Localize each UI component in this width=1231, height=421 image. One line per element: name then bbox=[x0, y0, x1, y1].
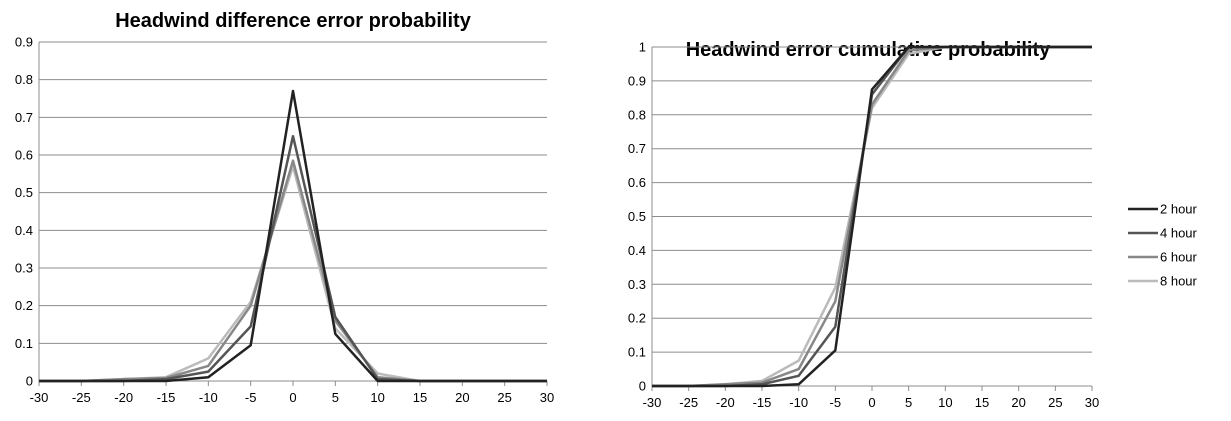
legend-label-8-hour: 8 hour bbox=[1160, 274, 1198, 289]
left-y-tick-label: 0 bbox=[26, 374, 33, 389]
right-x-tick-label: -20 bbox=[716, 395, 735, 410]
left-y-tick-label: 0.8 bbox=[15, 72, 33, 87]
left-x-tick-label: -20 bbox=[114, 390, 133, 405]
right-y-tick-label: 1 bbox=[639, 40, 646, 55]
legend: 2 hour 4 hour 6 hour 8 hour bbox=[1128, 202, 1198, 289]
left-x-tick-label: 5 bbox=[332, 390, 339, 405]
left-x-tick-label: 10 bbox=[370, 390, 384, 405]
right-y-tick-label: 0.4 bbox=[628, 243, 646, 258]
right-x-tick-label: 15 bbox=[975, 395, 989, 410]
right-y-tick-label: 0.5 bbox=[628, 209, 646, 224]
left-x-tick-label: 0 bbox=[289, 390, 296, 405]
left-y-tick-label: 0.3 bbox=[15, 261, 33, 276]
left-y-tick-label: 0.4 bbox=[15, 223, 33, 238]
legend-label-6-hour: 6 hour bbox=[1160, 250, 1198, 265]
right-x-tick-label: 0 bbox=[868, 395, 875, 410]
right-x-tick-label: -15 bbox=[753, 395, 772, 410]
left-series-8-hour bbox=[39, 165, 547, 383]
chart-right: 0 0.1 0.2 0.3 0.4 0.5 0.6 0.7 0.8 0.9 1 -30 -25 -20 -1… bbox=[628, 40, 1099, 411]
left-x-tick-label: -5 bbox=[245, 390, 257, 405]
chart-title-right: Headwind error cumulative probability bbox=[686, 39, 1051, 61]
left-x-tick-label: 25 bbox=[497, 390, 511, 405]
left-y-tick-label: 0.2 bbox=[15, 298, 33, 313]
right-y-tick-label: 0 bbox=[639, 379, 646, 394]
left-series-2-hour bbox=[39, 89, 547, 383]
right-y-tick-label: 0.8 bbox=[628, 107, 646, 122]
left-series-6-hour bbox=[39, 159, 547, 383]
right-y-tick-label: 0.9 bbox=[628, 73, 646, 88]
right-x-tick-label: 5 bbox=[905, 395, 912, 410]
right-x-tick-label: 10 bbox=[938, 395, 952, 410]
left-y-tick-label: 0.7 bbox=[15, 110, 33, 125]
left-x-tick-label: -30 bbox=[30, 390, 49, 405]
left-series-4-hour bbox=[39, 134, 547, 383]
left-y-tick-label: 0.5 bbox=[15, 185, 33, 200]
legend-label-4-hour: 4 hour bbox=[1160, 226, 1198, 241]
right-x-tick-label: -25 bbox=[679, 395, 698, 410]
right-x-tick-label: -30 bbox=[643, 395, 662, 410]
right-x-tick-label: 20 bbox=[1011, 395, 1025, 410]
right-y-tick-label: 0.3 bbox=[628, 277, 646, 292]
chart-title-left: Headwind difference error probability bbox=[115, 10, 472, 32]
right-y-tick-label: 0.7 bbox=[628, 141, 646, 156]
left-x-tick-label: 30 bbox=[540, 390, 554, 405]
right-x-tick-label: -5 bbox=[830, 395, 842, 410]
left-x-tick-label: 20 bbox=[455, 390, 469, 405]
left-x-tick-label: 15 bbox=[413, 390, 427, 405]
left-x-tick-label: -15 bbox=[157, 390, 176, 405]
right-x-tick-label: 30 bbox=[1085, 395, 1099, 410]
chart-left: 0 0.1 0.2 0.3 0.4 0.5 0.6 0.7 0.8 0.9 -30 -25 -20 -15… bbox=[15, 35, 554, 406]
right-y-tick-label: 0.6 bbox=[628, 175, 646, 190]
right-y-tick-label: 0.1 bbox=[628, 345, 646, 360]
right-x-tick-label: -10 bbox=[789, 395, 808, 410]
left-y-tick-label: 0.1 bbox=[15, 336, 33, 351]
right-x-tick-label: 25 bbox=[1048, 395, 1062, 410]
left-y-tick-label: 0.9 bbox=[15, 35, 33, 50]
left-x-tick-label: -10 bbox=[199, 390, 218, 405]
left-y-tick-label: 0.6 bbox=[15, 148, 33, 163]
left-x-tick-label: -25 bbox=[72, 390, 91, 405]
right-y-tick-label: 0.2 bbox=[628, 311, 646, 326]
right-series-2-hour bbox=[652, 45, 1092, 388]
legend-label-2-hour: 2 hour bbox=[1160, 202, 1198, 217]
